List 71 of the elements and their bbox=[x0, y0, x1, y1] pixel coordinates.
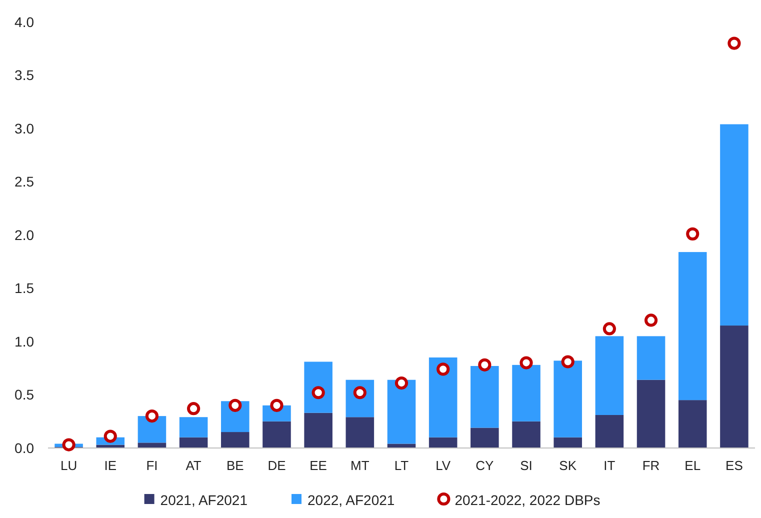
bar bbox=[179, 417, 208, 438]
point bbox=[62, 438, 76, 452]
x-tick-label: FR bbox=[642, 458, 660, 473]
bar bbox=[138, 442, 166, 448]
point bbox=[394, 376, 408, 390]
bar bbox=[304, 412, 332, 448]
bar bbox=[554, 360, 582, 438]
point bbox=[602, 322, 616, 336]
bar bbox=[428, 437, 458, 448]
y-tick-label: 1.5 bbox=[14, 280, 34, 296]
bar bbox=[512, 421, 540, 448]
bar bbox=[221, 432, 250, 448]
x-tick-label: LT bbox=[394, 458, 409, 473]
y-tick-label: 0.0 bbox=[14, 440, 34, 456]
bar bbox=[179, 437, 208, 448]
point bbox=[728, 36, 741, 50]
bar bbox=[304, 362, 332, 413]
point bbox=[686, 227, 700, 240]
x-tick-label: AT bbox=[186, 458, 202, 473]
x-tick-label: EE bbox=[310, 458, 328, 473]
bar bbox=[470, 428, 499, 448]
legend-label: 2021-2022, 2022 DBPs bbox=[454, 492, 600, 508]
bar bbox=[678, 400, 707, 448]
y-tick-label: 0.5 bbox=[14, 386, 34, 403]
point bbox=[145, 410, 159, 423]
y-tick-label: 3.0 bbox=[14, 120, 34, 136]
bar bbox=[346, 417, 374, 448]
x-tick-label: IE bbox=[104, 458, 117, 473]
x-tick-label: LV bbox=[436, 458, 451, 473]
bar bbox=[138, 416, 166, 443]
bar bbox=[428, 357, 458, 438]
point bbox=[561, 355, 574, 368]
x-tick-label: DE bbox=[268, 458, 286, 473]
x-tick-label: BE bbox=[226, 458, 244, 473]
bar bbox=[636, 380, 666, 448]
bar bbox=[554, 437, 582, 448]
y-tick-label: 2.5 bbox=[14, 174, 34, 190]
point bbox=[104, 430, 117, 443]
point bbox=[228, 398, 242, 412]
point bbox=[478, 358, 492, 372]
x-tick-label: MT bbox=[350, 458, 370, 473]
legend-label: 2022, AF2021 bbox=[308, 492, 395, 508]
bar bbox=[678, 252, 707, 400]
y-tick-label: 4.0 bbox=[14, 14, 34, 30]
x-tick-label: IT bbox=[604, 458, 616, 473]
point bbox=[270, 398, 284, 412]
x-tick-label: LU bbox=[60, 458, 78, 473]
y-tick-label: 3.5 bbox=[14, 67, 34, 84]
point bbox=[644, 314, 658, 327]
bar bbox=[595, 414, 624, 448]
point bbox=[436, 362, 450, 376]
bar bbox=[387, 444, 416, 448]
x-tick-label: FI bbox=[146, 458, 158, 473]
x-tick-label: SK bbox=[559, 458, 577, 473]
x-tick-label: SI bbox=[520, 458, 532, 473]
bar bbox=[262, 421, 291, 448]
bar bbox=[636, 336, 666, 380]
bar bbox=[387, 380, 416, 444]
point bbox=[520, 356, 533, 370]
x-tick-label: ES bbox=[726, 458, 744, 473]
bar bbox=[595, 336, 624, 415]
bar bbox=[720, 124, 748, 326]
bar bbox=[512, 364, 540, 422]
bar bbox=[470, 366, 499, 428]
y-tick-label: 2.0 bbox=[14, 226, 34, 243]
x-tick-label: EL bbox=[684, 458, 701, 473]
bar bbox=[720, 326, 748, 448]
legend-label: 2021, AF2021 bbox=[160, 492, 248, 508]
y-tick-label: 1.0 bbox=[14, 333, 34, 350]
x-tick-label: CY bbox=[476, 458, 494, 473]
point bbox=[187, 402, 200, 416]
